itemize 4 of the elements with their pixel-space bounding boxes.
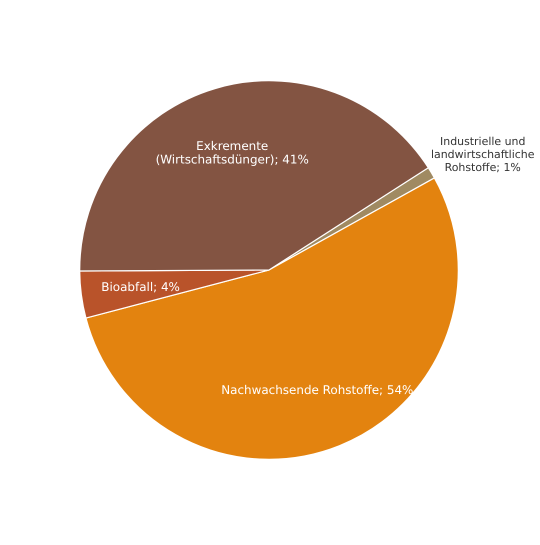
slice-label: Bioabfall; 4%: [101, 280, 180, 294]
slice-label: Exkremente (Wirtschaftsdünger); 41%: [156, 138, 309, 167]
slice-label: Industrielle und landwirtschaftliche Rohstoffe; 1%: [431, 135, 535, 174]
slice-label: Nachwachsende Rohstoffe; 54%: [221, 383, 414, 398]
